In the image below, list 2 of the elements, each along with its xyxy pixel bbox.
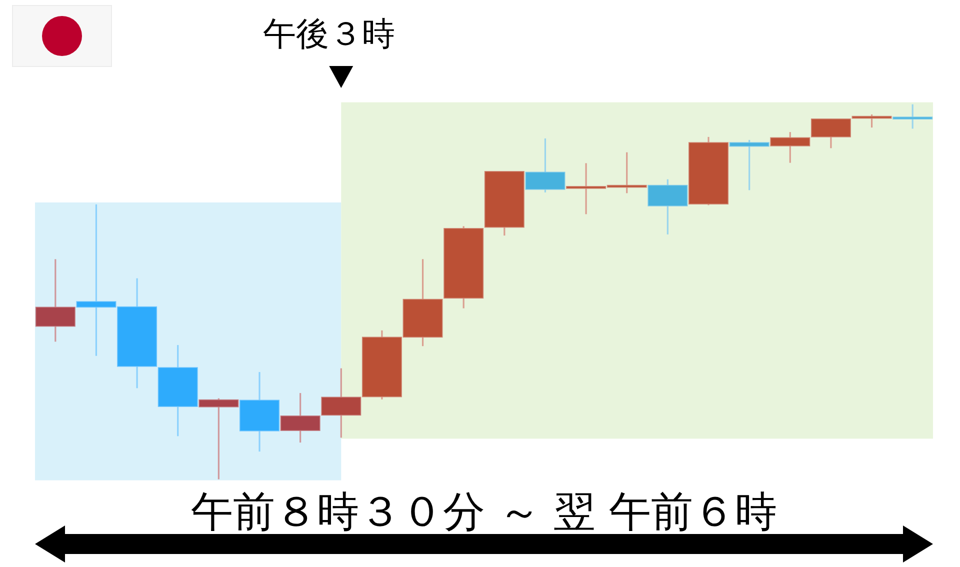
annotation-time-range: 午前８時３０分 ～ 翌 午前６時 [190,487,778,536]
annotation-split-time: 午後３時 [263,14,396,53]
